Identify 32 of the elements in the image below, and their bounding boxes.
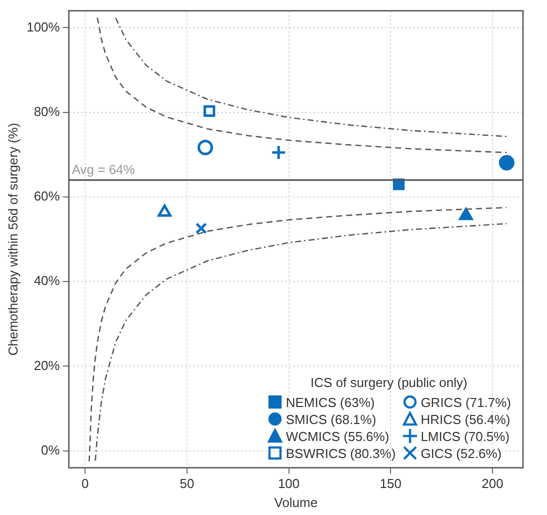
legend-label: LMICS (70.5%) [420, 428, 510, 445]
legend-label: GRICS (71.7%) [420, 394, 511, 411]
legend-label: BSWRICS (80.3%) [286, 444, 396, 462]
point [204, 105, 216, 117]
line-series [115, 17, 508, 138]
x-tick-label: 50 [180, 476, 194, 492]
point [498, 154, 514, 170]
y-tick-label: 80% [34, 104, 60, 119]
y-tick-label: 20% [34, 358, 60, 373]
legend-label: HRICS (56.4%) [420, 410, 510, 428]
x-tick-label: 150 [380, 476, 402, 492]
legend-label: SMICS (68.1%) [286, 410, 376, 428]
point [158, 204, 172, 217]
legend-title: ICS of surgery (public only) [310, 374, 468, 391]
legend-label: WCMICS (55.6%) [286, 428, 390, 445]
y-axis-title: Chemotherapy within 56d of surgery (%) [5, 122, 20, 356]
y-tick-label: 100% [26, 19, 60, 34]
y-tick-label: 0% [41, 442, 60, 458]
point [198, 140, 214, 156]
legend-label: NEMICS (63%) [286, 394, 375, 411]
x-tick-label: 0 [82, 476, 89, 492]
point [195, 222, 208, 234]
ref-line-label: Avg = 64% [72, 162, 136, 178]
x-axis-title: Volume [274, 494, 318, 510]
point [459, 208, 473, 220]
line-series [96, 16, 508, 154]
y-tick-label: 40% [34, 273, 60, 288]
point [270, 144, 286, 160]
legend-label: GICS (52.6%) [420, 444, 502, 462]
x-tick-label: 200 [482, 476, 504, 492]
x-tick-label: 100 [278, 476, 300, 492]
y-tick-label: 60% [34, 188, 60, 204]
